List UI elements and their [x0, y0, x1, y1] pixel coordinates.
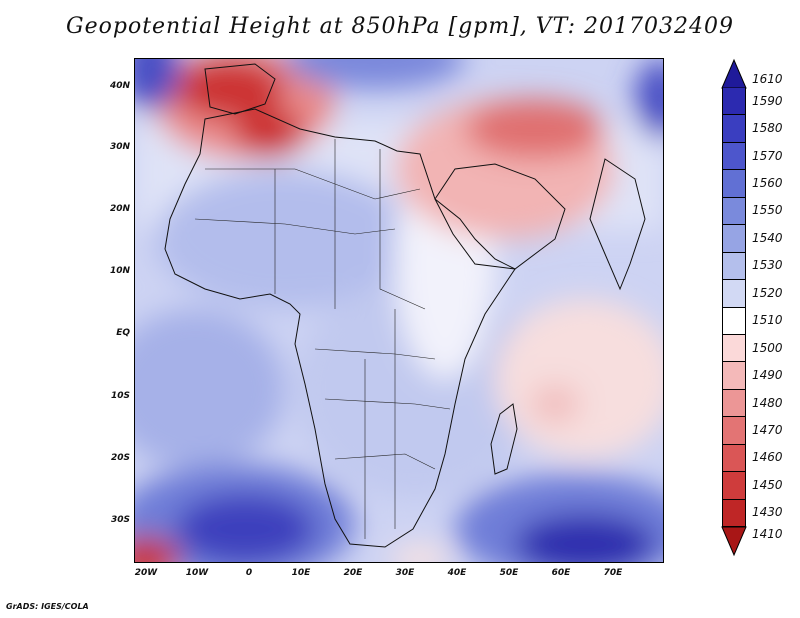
colorbar-label: 1610 — [752, 72, 783, 86]
arabia-coastline — [434, 163, 566, 270]
lon-label-20w: 20W — [134, 568, 158, 578]
lat-label-30n: 30N — [109, 142, 130, 152]
colorbar-label: 1490 — [752, 368, 783, 383]
colorbar-cell — [722, 444, 746, 473]
colorbar-label: 1510 — [752, 313, 783, 328]
iberia-coastline — [204, 63, 276, 115]
colorbar-label: 1460 — [752, 450, 783, 465]
map-title: Geopotential Height at 850hPa [gpm], VT:… — [66, 14, 734, 39]
india-coastline — [589, 158, 646, 291]
colorbar-cell — [722, 334, 746, 363]
lon-label-20e: 20E — [343, 568, 363, 578]
colorbar-label: 1470 — [752, 422, 783, 437]
geopotential-field-map — [135, 59, 663, 562]
colorbar-cell — [722, 280, 746, 308]
lat-label-30s: 30S — [110, 515, 130, 525]
lon-label-40e: 40E — [447, 568, 467, 578]
colorbar-label: 1540 — [752, 230, 783, 245]
colorbar-cell — [722, 170, 746, 198]
colorbar-label: 1430 — [752, 505, 783, 520]
colorbar-label: 1410 — [752, 527, 783, 541]
africa-coastline — [164, 108, 516, 548]
colorbar-cell — [722, 307, 746, 335]
lon-label-0: 0 — [245, 568, 253, 578]
colorbar-label: 1530 — [752, 258, 783, 273]
lon-label-70e: 70E — [603, 568, 623, 578]
lat-label-20n: 20N — [109, 204, 130, 214]
lon-label-10e: 10E — [291, 568, 311, 578]
colorbar-label: 1560 — [752, 176, 783, 191]
colorbar-bottom-arrow — [721, 526, 747, 557]
colorbar-cell — [722, 115, 746, 143]
colorbar-top-arrow — [721, 58, 747, 89]
lat-label-10s: 10S — [110, 391, 130, 401]
height-field-shading — [135, 59, 663, 562]
lon-label-30e: 30E — [395, 568, 415, 578]
colorbar-cell — [722, 252, 746, 281]
colorbar-cell — [722, 389, 746, 418]
lon-label-10w: 10W — [185, 568, 209, 578]
colorbar-label: 1520 — [752, 285, 783, 300]
colorbar-label: 1500 — [752, 340, 783, 355]
colorbar-cell — [722, 472, 746, 500]
colorbar-label: 1450 — [752, 477, 783, 492]
map-panel — [134, 58, 664, 563]
colorbar-label: 1570 — [752, 148, 783, 163]
madagascar-coastline — [490, 403, 518, 475]
colorbar-cell — [722, 225, 746, 253]
lon-label-60e: 60E — [551, 568, 571, 578]
colorbar-label: 1590 — [752, 93, 783, 108]
colorbar — [721, 58, 747, 557]
colorbar-label: 1580 — [752, 121, 783, 136]
lat-label-eq: EQ — [116, 328, 130, 338]
colorbar-cell — [722, 197, 746, 226]
colorbar-cell — [722, 417, 746, 445]
lat-label-20s: 20S — [110, 453, 130, 463]
colorbar-label: 1550 — [752, 203, 783, 218]
colorbar-cell — [722, 88, 746, 116]
lat-label-10n: 10N — [109, 266, 130, 276]
grads-credit: GrADS: IGES/COLA — [6, 602, 89, 611]
colorbar-cell — [722, 499, 746, 527]
colorbar-cell — [722, 142, 746, 171]
lat-label-40n: 40N — [109, 81, 130, 91]
lon-label-50e: 50E — [499, 568, 519, 578]
country-borders — [194, 139, 451, 539]
colorbar-label: 1480 — [752, 395, 783, 410]
colorbar-cell — [722, 362, 746, 390]
